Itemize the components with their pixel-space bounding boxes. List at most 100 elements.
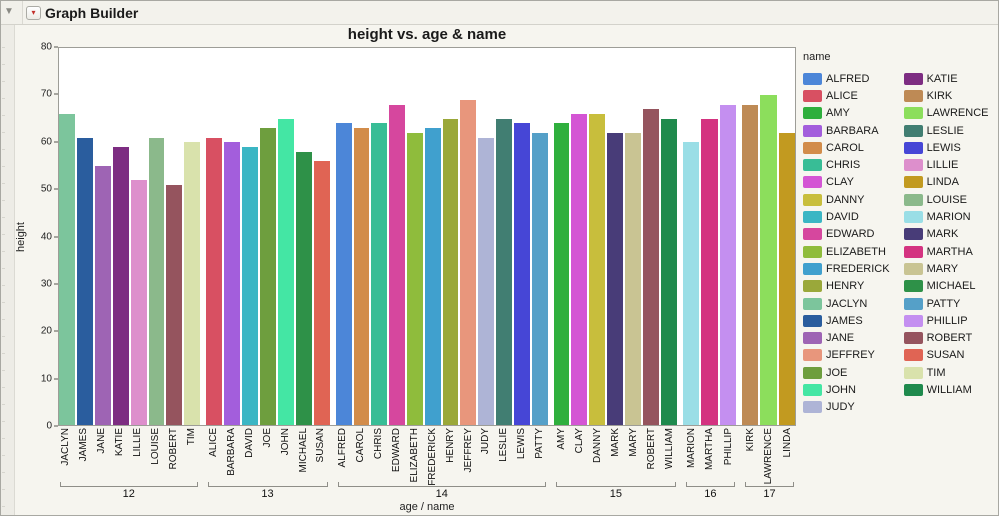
bar-clay-age15[interactable] [571,113,588,425]
legend-item-alice[interactable]: ALICE [803,87,890,104]
legend-item-martha[interactable]: MARTHA [903,243,989,260]
legend-swatch-alfred [803,72,822,85]
legend-item-robert[interactable]: ROBERT [903,329,989,346]
legend-item-susan[interactable]: SUSAN [903,347,989,364]
bar-amy-age15[interactable] [553,123,570,425]
legend-item-frederick[interactable]: FREDERICK [803,260,890,277]
legend-item-tim[interactable]: TIM [903,364,989,381]
bar-alfred-age14[interactable] [335,123,352,425]
x-label-joe: JOE [261,428,273,448]
legend-item-phillip[interactable]: PHILLIP [903,312,989,329]
bar-kirk-age17[interactable] [742,104,759,425]
bar-david-age13[interactable] [242,146,259,425]
age-bracket-label-15: 15 [609,488,622,500]
legend-item-michael[interactable]: MICHAEL [903,278,989,295]
legend-label: JOE [826,366,848,379]
bar-chris-age14[interactable] [371,123,388,425]
legend-item-edward[interactable]: EDWARD [803,226,890,243]
legend-item-barbara[interactable]: BARBARA [803,122,890,139]
bar-danny-age15[interactable] [589,113,606,425]
legend-item-joe[interactable]: JOE [803,364,890,381]
x-label-marion: MARION [685,428,697,468]
age-group-labels-13: ALICE BARBARA DAVID JOE JOHN MICHAEL SUSAN [206,428,330,482]
bar-jaclyn-age12[interactable] [59,113,75,425]
outline-disclosure-icon[interactable]: ▼ [4,6,14,17]
bar-phillip-age16[interactable] [719,104,737,425]
bar-martha-age16[interactable] [701,118,718,425]
red-triangle-menu-button[interactable]: ▾ [26,5,41,20]
legend-item-elizabeth[interactable]: ELIZABETH [803,243,890,260]
bar-katie-age12[interactable] [112,146,129,425]
bar-john-age13[interactable] [277,118,294,425]
legend-item-leslie[interactable]: LESLIE [903,122,989,139]
legend-item-lawrence[interactable]: LAWRENCE [903,105,989,122]
legend-item-john[interactable]: JOHN [803,381,890,398]
bar-louise-age12[interactable] [148,137,165,425]
bar-alice-age13[interactable] [206,137,223,425]
legend-item-katie[interactable]: KATIE [903,70,989,87]
bar-barbara-age13[interactable] [224,142,241,425]
bar-mark-age15[interactable] [607,132,624,425]
bar-jane-age12[interactable] [94,165,111,425]
bar-patty-age14[interactable] [531,132,548,425]
legend-item-marion[interactable]: MARION [903,208,989,225]
x-label-katie: KATIE [113,428,125,457]
x-label-alfred: ALFRED [337,428,349,468]
legend-item-jeffrey[interactable]: JEFFREY [803,347,890,364]
legend-item-alfred[interactable]: ALFRED [803,70,890,87]
bar-lawrence-age17[interactable] [760,95,777,425]
age-bracket-16: 16 [684,482,737,500]
legend-swatch-katie [903,72,923,85]
legend-item-linda[interactable]: LINDA [903,174,989,191]
bar-joe-age13[interactable] [260,128,276,425]
x-label-cell: LAWRENCE [761,428,777,484]
bar-mary-age15[interactable] [625,132,642,425]
bar-elizabeth-age14[interactable] [407,132,423,425]
legend-item-danny[interactable]: DANNY [803,191,890,208]
legend-item-jane[interactable]: JANE [803,329,890,346]
bar-robert-age12[interactable] [166,184,183,425]
legend-item-james[interactable]: JAMES [803,312,890,329]
bar-linda-age17[interactable] [778,132,795,425]
legend-item-clay[interactable]: CLAY [803,174,890,191]
bar-michael-age13[interactable] [295,151,312,425]
legend-item-mark[interactable]: MARK [903,226,989,243]
legend-item-mary[interactable]: MARY [903,260,989,277]
bar-leslie-age14[interactable] [496,118,512,425]
legend-item-louise[interactable]: LOUISE [903,191,989,208]
legend-item-patty[interactable]: PATTY [903,295,989,312]
x-label-cell: ROBERT [644,428,660,482]
legend-item-kirk[interactable]: KIRK [903,87,989,104]
legend-item-chris[interactable]: CHRIS [803,156,890,173]
legend-item-amy[interactable]: AMY [803,105,890,122]
bar-henry-age14[interactable] [442,118,459,425]
bar-edward-age14[interactable] [389,104,405,425]
legend-item-carol[interactable]: CAROL [803,139,890,156]
legend-label: MARK [926,228,959,241]
legend-item-jaclyn[interactable]: JACLYN [803,295,890,312]
legend-item-lewis[interactable]: LEWIS [903,139,989,156]
age-group-labels-14: ALFRED CAROL CHRIS EDWARD ELIZABETH FREDERICK… [336,428,548,486]
bar-marion-age16[interactable] [683,142,700,425]
bar-carol-age14[interactable] [353,128,370,425]
bar-william-age15[interactable] [661,118,678,425]
bar-frederick-age14[interactable] [424,128,441,425]
legend-item-judy[interactable]: JUDY [803,399,890,416]
legend-item-william[interactable]: WILLIAM [903,381,989,398]
x-label-clay: CLAY [573,428,585,454]
bar-lillie-age12[interactable] [130,179,147,425]
age-group-labels-16: MARION MARTHA PHILLIP [684,428,737,482]
legend-item-henry[interactable]: HENRY [803,278,890,295]
bar-jeffrey-age14[interactable] [460,99,477,425]
legend-swatch-jeffrey [803,349,822,362]
bar-tim-age12[interactable] [184,142,201,425]
bar-lewis-age14[interactable] [513,123,530,425]
bar-james-age12[interactable] [76,137,93,425]
age-group-bars-15 [553,48,678,425]
legend-swatch-judy [803,401,822,414]
bar-robert-age15[interactable] [643,109,660,425]
legend-item-david[interactable]: DAVID [803,208,890,225]
legend-item-lillie[interactable]: LILLIE [903,156,989,173]
bar-judy-age14[interactable] [478,137,495,425]
bar-susan-age13[interactable] [313,161,330,425]
